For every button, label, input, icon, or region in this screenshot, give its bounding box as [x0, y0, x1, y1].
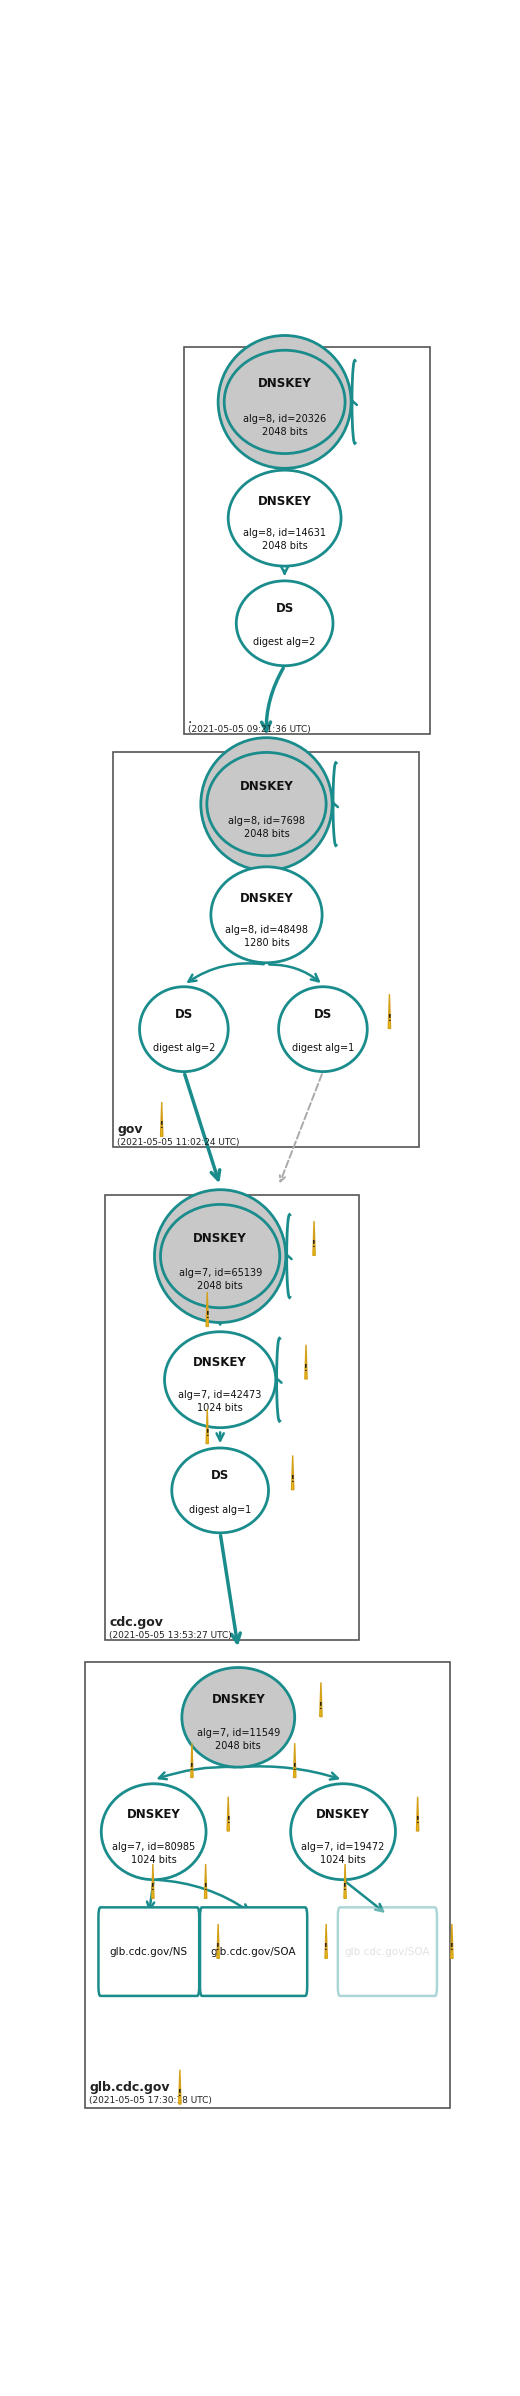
Ellipse shape — [236, 580, 333, 666]
Text: !: ! — [160, 1121, 163, 1131]
Ellipse shape — [207, 752, 326, 855]
Text: DNSKEY: DNSKEY — [316, 1809, 370, 1821]
Ellipse shape — [279, 987, 367, 1071]
Text: digest alg=1: digest alg=1 — [292, 1042, 354, 1054]
Ellipse shape — [182, 1668, 295, 1768]
FancyBboxPatch shape — [106, 1196, 359, 1639]
Text: DS: DS — [175, 1009, 193, 1021]
FancyBboxPatch shape — [338, 1907, 437, 1996]
Text: alg=7, id=19472
1024 bits: alg=7, id=19472 1024 bits — [302, 1843, 385, 1864]
Text: !: ! — [291, 1476, 294, 1483]
Text: DNSKEY: DNSKEY — [193, 1232, 247, 1244]
Ellipse shape — [211, 867, 322, 963]
Text: DNSKEY: DNSKEY — [258, 496, 311, 508]
Ellipse shape — [291, 1783, 396, 1881]
Text: !: ! — [178, 2089, 181, 2099]
Polygon shape — [320, 1682, 322, 1716]
Text: alg=7, id=11549
2048 bits: alg=7, id=11549 2048 bits — [197, 1728, 280, 1751]
Text: alg=7, id=42473
1024 bits: alg=7, id=42473 1024 bits — [178, 1390, 262, 1414]
Ellipse shape — [101, 1783, 206, 1881]
Polygon shape — [227, 1797, 229, 1831]
Text: !: ! — [304, 1363, 308, 1373]
Text: alg=8, id=20326
2048 bits: alg=8, id=20326 2048 bits — [243, 415, 326, 436]
Text: !: ! — [387, 1014, 391, 1023]
Text: !: ! — [293, 1763, 296, 1771]
Text: !: ! — [190, 1763, 194, 1771]
FancyBboxPatch shape — [98, 1907, 199, 1996]
Text: DNSKEY: DNSKEY — [258, 376, 311, 391]
Text: alg=7, id=65139
2048 bits: alg=7, id=65139 2048 bits — [178, 1267, 262, 1291]
Text: alg=8, id=14631
2048 bits: alg=8, id=14631 2048 bits — [243, 530, 326, 551]
Text: !: ! — [204, 1883, 207, 1893]
Text: DNSKEY: DNSKEY — [240, 891, 293, 906]
Text: alg=7, id=80985
1024 bits: alg=7, id=80985 1024 bits — [112, 1843, 196, 1864]
Polygon shape — [292, 1454, 294, 1490]
Text: !: ! — [151, 1883, 154, 1893]
Text: digest alg=2: digest alg=2 — [253, 637, 316, 647]
Polygon shape — [294, 1744, 296, 1778]
Text: glb.cdc.gov/SOA: glb.cdc.gov/SOA — [211, 1946, 296, 1958]
Polygon shape — [313, 1222, 315, 1256]
FancyBboxPatch shape — [184, 347, 430, 733]
Text: alg=8, id=7698
2048 bits: alg=8, id=7698 2048 bits — [228, 817, 305, 839]
FancyBboxPatch shape — [200, 1907, 307, 1996]
Polygon shape — [152, 1864, 154, 1898]
Text: (2021-05-05 11:02:24 UTC): (2021-05-05 11:02:24 UTC) — [118, 1138, 240, 1148]
Text: gov: gov — [118, 1124, 143, 1136]
Ellipse shape — [154, 1191, 286, 1323]
Ellipse shape — [139, 987, 228, 1071]
Polygon shape — [179, 2070, 181, 2104]
Polygon shape — [161, 1102, 163, 1136]
Polygon shape — [217, 1924, 219, 1958]
FancyBboxPatch shape — [85, 1663, 450, 2108]
Polygon shape — [325, 1924, 327, 1958]
Text: !: ! — [216, 1943, 220, 1953]
Polygon shape — [344, 1864, 346, 1898]
Ellipse shape — [228, 470, 341, 565]
FancyBboxPatch shape — [113, 752, 419, 1148]
Polygon shape — [451, 1924, 453, 1958]
Polygon shape — [305, 1344, 307, 1380]
Ellipse shape — [218, 335, 351, 467]
Text: glb.cdc.gov/SOA: glb.cdc.gov/SOA — [345, 1946, 430, 1958]
Text: !: ! — [312, 1241, 316, 1248]
Polygon shape — [191, 1744, 193, 1778]
Text: DNSKEY: DNSKEY — [127, 1809, 180, 1821]
Polygon shape — [417, 1797, 419, 1831]
Polygon shape — [388, 994, 391, 1028]
Text: (2021-05-05 13:53:27 UTC): (2021-05-05 13:53:27 UTC) — [109, 1632, 232, 1639]
Text: digest alg=2: digest alg=2 — [153, 1042, 215, 1054]
Text: !: ! — [226, 1816, 230, 1826]
Polygon shape — [204, 1864, 207, 1898]
Ellipse shape — [161, 1205, 280, 1308]
Text: !: ! — [343, 1883, 347, 1893]
Text: DS: DS — [314, 1009, 332, 1021]
Text: glb.cdc.gov/NS: glb.cdc.gov/NS — [110, 1946, 188, 1958]
Text: (2021-05-05 09:21:36 UTC): (2021-05-05 09:21:36 UTC) — [188, 724, 310, 733]
Ellipse shape — [164, 1332, 276, 1428]
Text: DS: DS — [276, 601, 294, 616]
Polygon shape — [206, 1409, 209, 1442]
Text: !: ! — [416, 1816, 420, 1826]
Text: !: ! — [205, 1428, 209, 1438]
Text: digest alg=1: digest alg=1 — [189, 1505, 251, 1514]
Text: !: ! — [324, 1943, 328, 1953]
Text: !: ! — [205, 1311, 209, 1320]
Text: (2021-05-05 17:30:18 UTC): (2021-05-05 17:30:18 UTC) — [89, 2096, 212, 2104]
Text: DNSKEY: DNSKEY — [212, 1694, 265, 1706]
Text: alg=8, id=48498
1280 bits: alg=8, id=48498 1280 bits — [225, 925, 308, 949]
Text: DS: DS — [211, 1469, 229, 1483]
Polygon shape — [206, 1291, 209, 1327]
Text: DNSKEY: DNSKEY — [240, 779, 293, 793]
Text: glb.cdc.gov: glb.cdc.gov — [89, 2080, 170, 2094]
Ellipse shape — [201, 738, 332, 870]
Ellipse shape — [224, 350, 345, 453]
Text: !: ! — [450, 1943, 453, 1953]
Ellipse shape — [172, 1447, 268, 1533]
Text: !: ! — [319, 1701, 323, 1711]
Text: cdc.gov: cdc.gov — [109, 1615, 163, 1629]
Text: .: . — [188, 712, 192, 726]
Text: DNSKEY: DNSKEY — [193, 1356, 247, 1371]
